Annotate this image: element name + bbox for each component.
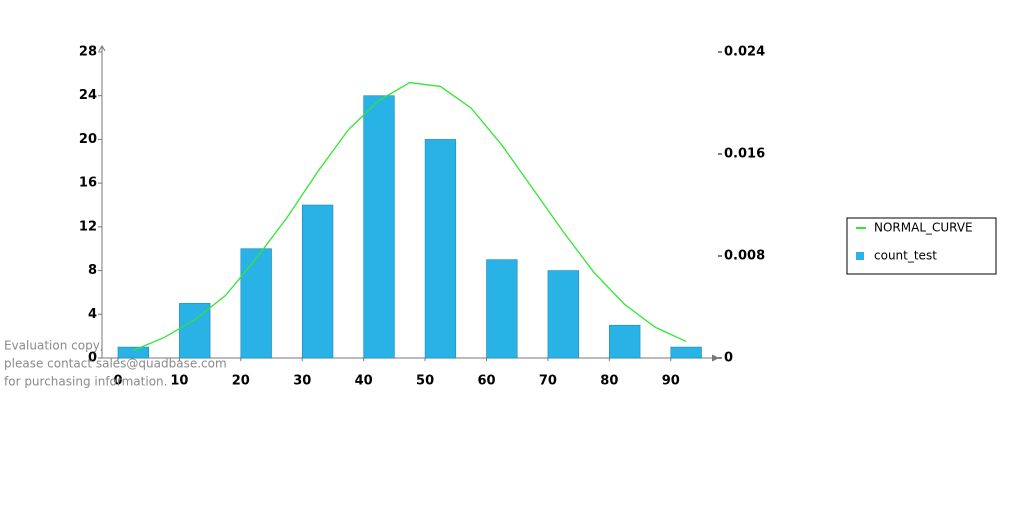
watermark: Evaluation copy, (4, 339, 104, 353)
y2-tick-label: 0 (724, 351, 733, 366)
bar (301, 204, 334, 359)
bar (486, 259, 518, 359)
bar (424, 139, 457, 359)
x-tick-label: 10 (170, 374, 188, 389)
y-tick-label: 12 (79, 219, 97, 234)
y-tick-label: 16 (79, 176, 97, 191)
line (133, 81, 687, 351)
legend: NORMAL_CURVE count_test (846, 217, 997, 275)
legend-label: count_test (874, 249, 937, 263)
y-tick-label: 4 (88, 307, 97, 322)
bar (547, 270, 579, 359)
y2-tick-label: 0.016 (724, 147, 765, 162)
x-tick-label: 50 (416, 374, 434, 389)
y2-tick-label: 0.008 (724, 249, 765, 264)
x-tick-label: 90 (662, 374, 680, 389)
bar (240, 248, 272, 359)
y2-tick-label: 0.024 (724, 45, 765, 60)
legend-box (846, 217, 997, 275)
bar (609, 324, 641, 359)
watermark: please contact sales@quadbase.com (4, 357, 227, 371)
x-tick-label: 60 (477, 374, 495, 389)
legend-swatch (856, 252, 864, 260)
y-tick-label: 0 (88, 351, 97, 366)
x-tick-label: 40 (355, 374, 373, 389)
y-tick-label: 20 (79, 132, 97, 147)
y-axis-arrow (98, 45, 106, 52)
x-axis-arrow (711, 354, 720, 362)
x-tick-label: 30 (293, 374, 311, 389)
x-tick-label: 20 (232, 374, 250, 389)
y-tick-label: 8 (88, 263, 97, 278)
x-tick-label: 0 (113, 374, 122, 389)
bar (363, 95, 395, 359)
y-tick-label: 24 (79, 88, 97, 103)
watermark: for purchasing information. (4, 375, 167, 389)
y-tick-label: 28 (79, 45, 97, 60)
bar (670, 346, 702, 359)
x-tick-label: 80 (600, 374, 618, 389)
legend-label: NORMAL_CURVE (874, 221, 973, 235)
bar (117, 346, 149, 359)
x-tick-label: 70 (539, 374, 557, 389)
